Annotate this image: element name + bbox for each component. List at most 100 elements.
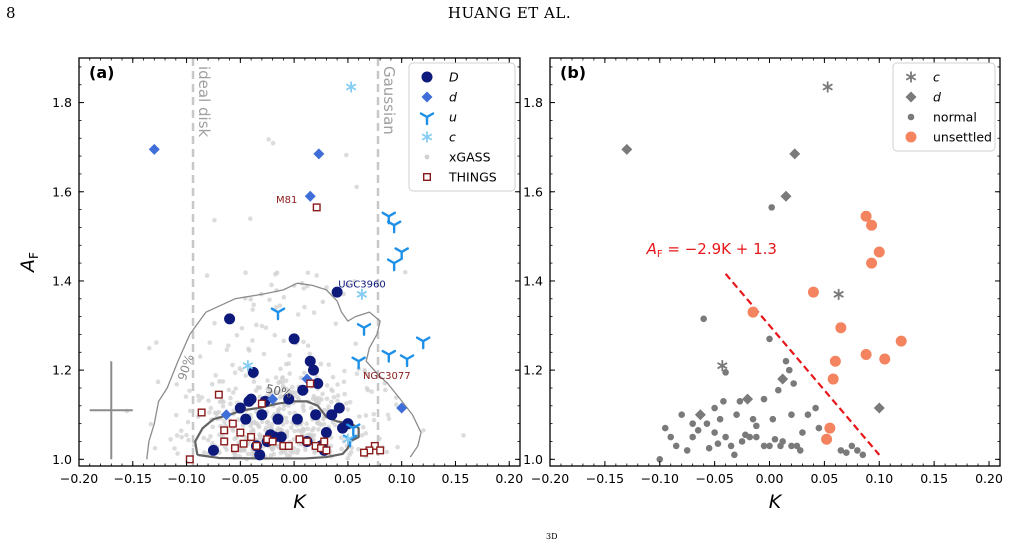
xgass-point bbox=[284, 419, 290, 425]
xgass-point bbox=[206, 398, 211, 403]
contour-line bbox=[146, 282, 422, 460]
xgass-point bbox=[335, 398, 340, 404]
xgass-point bbox=[333, 321, 339, 327]
xgass-point bbox=[210, 440, 215, 446]
xgass-point bbox=[341, 379, 347, 385]
data-point bbox=[295, 435, 304, 444]
data-point bbox=[782, 357, 790, 365]
legend-label: xGASS bbox=[449, 150, 491, 165]
xgass-point bbox=[343, 401, 349, 406]
xgass-point bbox=[213, 373, 218, 378]
xgass-point bbox=[259, 323, 265, 329]
data-point bbox=[207, 444, 219, 456]
data-point bbox=[769, 415, 777, 423]
xgass-point bbox=[226, 387, 232, 393]
legend-box bbox=[892, 62, 996, 152]
xgass-point bbox=[204, 273, 210, 278]
data-point bbox=[307, 364, 319, 376]
data-point bbox=[234, 402, 246, 414]
xgass-point bbox=[197, 354, 203, 359]
data-point bbox=[220, 437, 229, 446]
xgass-point bbox=[345, 407, 351, 412]
data-point bbox=[220, 409, 232, 421]
xgass-point bbox=[324, 396, 330, 402]
y-tick-label: 1.2 bbox=[523, 363, 543, 378]
xgass-point bbox=[266, 137, 271, 142]
xgass-point bbox=[353, 341, 359, 347]
xgass-point bbox=[172, 446, 177, 451]
data-point bbox=[777, 373, 789, 385]
plot-frame bbox=[78, 57, 521, 467]
xgass-point bbox=[264, 420, 270, 425]
xgass-point bbox=[321, 421, 327, 427]
xgass-point bbox=[395, 444, 400, 450]
xgass-point bbox=[273, 375, 279, 380]
xgass-point bbox=[342, 368, 347, 374]
data-point bbox=[789, 148, 801, 160]
data-point bbox=[326, 409, 338, 421]
xgass-point bbox=[228, 395, 233, 401]
data-point bbox=[753, 433, 760, 441]
xgass-point bbox=[185, 419, 191, 425]
data-point bbox=[415, 336, 431, 350]
x-tick-label: 0.10 bbox=[388, 471, 416, 486]
data-point bbox=[356, 323, 372, 336]
data-point bbox=[320, 437, 329, 446]
xgass-point bbox=[230, 390, 236, 395]
xgass-point bbox=[263, 325, 269, 331]
xgass-point bbox=[342, 391, 347, 397]
xgass-point bbox=[278, 450, 284, 456]
xgass-point bbox=[369, 389, 374, 394]
xgass-point bbox=[359, 433, 365, 438]
xgass-point bbox=[295, 447, 301, 453]
xgass-point bbox=[226, 343, 231, 348]
xgass-point bbox=[301, 286, 306, 291]
xgass-point bbox=[363, 413, 369, 418]
xgass-point bbox=[278, 366, 283, 372]
xgass-point bbox=[261, 351, 267, 357]
xgass-point bbox=[205, 437, 211, 443]
data-point bbox=[843, 449, 850, 456]
xgass-point bbox=[329, 387, 334, 392]
xgass-point bbox=[278, 389, 284, 394]
xgass-point bbox=[152, 445, 158, 451]
xgass-point bbox=[217, 399, 223, 405]
series-d bbox=[621, 143, 885, 421]
legend-label: u bbox=[449, 110, 457, 125]
xgass-point bbox=[287, 371, 293, 376]
data-point bbox=[303, 437, 312, 446]
xgass-point bbox=[305, 343, 311, 349]
xgass-point bbox=[330, 374, 336, 380]
series-things bbox=[185, 203, 385, 464]
xgass-point bbox=[320, 391, 325, 397]
xgass-point bbox=[364, 385, 370, 391]
fit-line bbox=[724, 273, 881, 456]
data-point bbox=[824, 422, 836, 434]
data-point bbox=[667, 433, 675, 441]
legend-marker bbox=[421, 91, 433, 103]
data-point bbox=[284, 441, 293, 450]
data-point bbox=[214, 390, 223, 399]
xgass-point bbox=[239, 367, 244, 373]
xgass-point bbox=[326, 404, 331, 409]
data-point bbox=[394, 247, 409, 261]
data-point bbox=[753, 422, 760, 430]
xgass-point bbox=[178, 428, 184, 434]
legend-marker bbox=[421, 71, 433, 83]
data-point bbox=[717, 360, 728, 372]
xgass-point bbox=[281, 406, 286, 412]
xgass-point bbox=[364, 372, 370, 377]
data-point bbox=[283, 393, 295, 405]
data-point bbox=[716, 415, 724, 423]
data-point bbox=[747, 306, 759, 318]
data-point bbox=[356, 288, 368, 300]
data-point bbox=[240, 413, 252, 425]
series-d bbox=[148, 143, 408, 421]
xgass-point bbox=[354, 371, 360, 377]
y-tick-label: 1.2 bbox=[52, 363, 72, 378]
y-tick-label: 1.8 bbox=[52, 95, 72, 110]
xgass-point bbox=[278, 427, 283, 433]
data-point bbox=[268, 437, 277, 446]
xgass-point bbox=[461, 433, 466, 438]
legend-label: d bbox=[449, 90, 457, 105]
